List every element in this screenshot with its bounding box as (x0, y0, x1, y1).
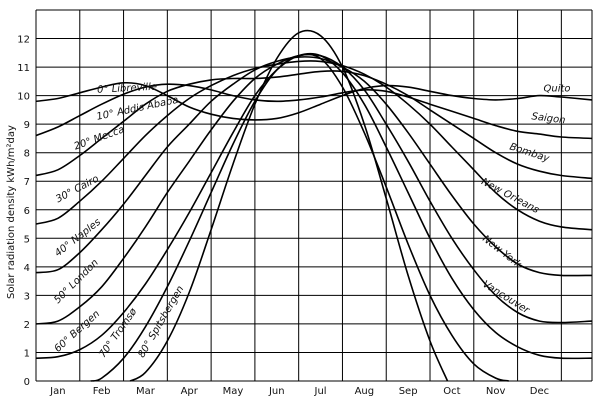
series-line (35, 70, 593, 180)
series-line (35, 81, 593, 121)
y-tick-label: 3 (24, 291, 30, 302)
city-label: Vancouver (480, 279, 531, 317)
x-tick-label: Aug (355, 386, 375, 397)
x-tick-label: May (223, 386, 244, 397)
x-tick-label: Oct (443, 386, 460, 397)
x-tick-label: Apr (181, 386, 199, 397)
latitude-label: 0° Libreville (97, 82, 157, 96)
y-tick-label: 8 (24, 149, 30, 160)
city-label: Bombay (508, 142, 552, 166)
y-tick-label: 1 (24, 348, 30, 359)
x-tick-label: Feb (93, 386, 111, 397)
latitude-label: 50° London (52, 257, 101, 306)
x-tick-label: Mar (136, 386, 156, 397)
y-tick-label: 11 (17, 63, 30, 74)
series-line (35, 83, 593, 140)
series-line (129, 29, 449, 382)
y-tick-label: 7 (24, 177, 30, 188)
chart-grid (35, 9, 593, 382)
x-tick-label: Jan (49, 386, 65, 397)
latitude-label: 20° Mecca (73, 124, 126, 152)
x-tick-label: Jul (314, 386, 327, 397)
x-tick-label: Jun (268, 386, 285, 397)
y-tick-label: 9 (24, 120, 30, 131)
y-tick-label: 5 (24, 234, 30, 245)
y-tick-label: 0 (24, 377, 30, 388)
city-label: Quito (543, 83, 570, 94)
y-tick-label: 2 (24, 320, 30, 331)
series-line (35, 60, 593, 231)
y-tick-label: 10 (17, 92, 30, 103)
x-tick-label: Dec (530, 386, 549, 397)
series-line (35, 56, 593, 277)
series-line (35, 52, 593, 360)
y-tick-label: 12 (17, 35, 30, 46)
y-axis-title: Solar radiation density kWh/m²day (6, 125, 17, 299)
y-tick-label: 4 (24, 263, 30, 274)
y-tick-label: 6 (24, 206, 30, 217)
latitude-label: 60° Bergen (53, 308, 103, 354)
x-tick-label: Sep (399, 386, 418, 397)
city-label: Saigon (531, 111, 566, 126)
series-group (35, 29, 593, 382)
x-tick-label: Nov (486, 386, 506, 397)
series-line (90, 53, 509, 382)
